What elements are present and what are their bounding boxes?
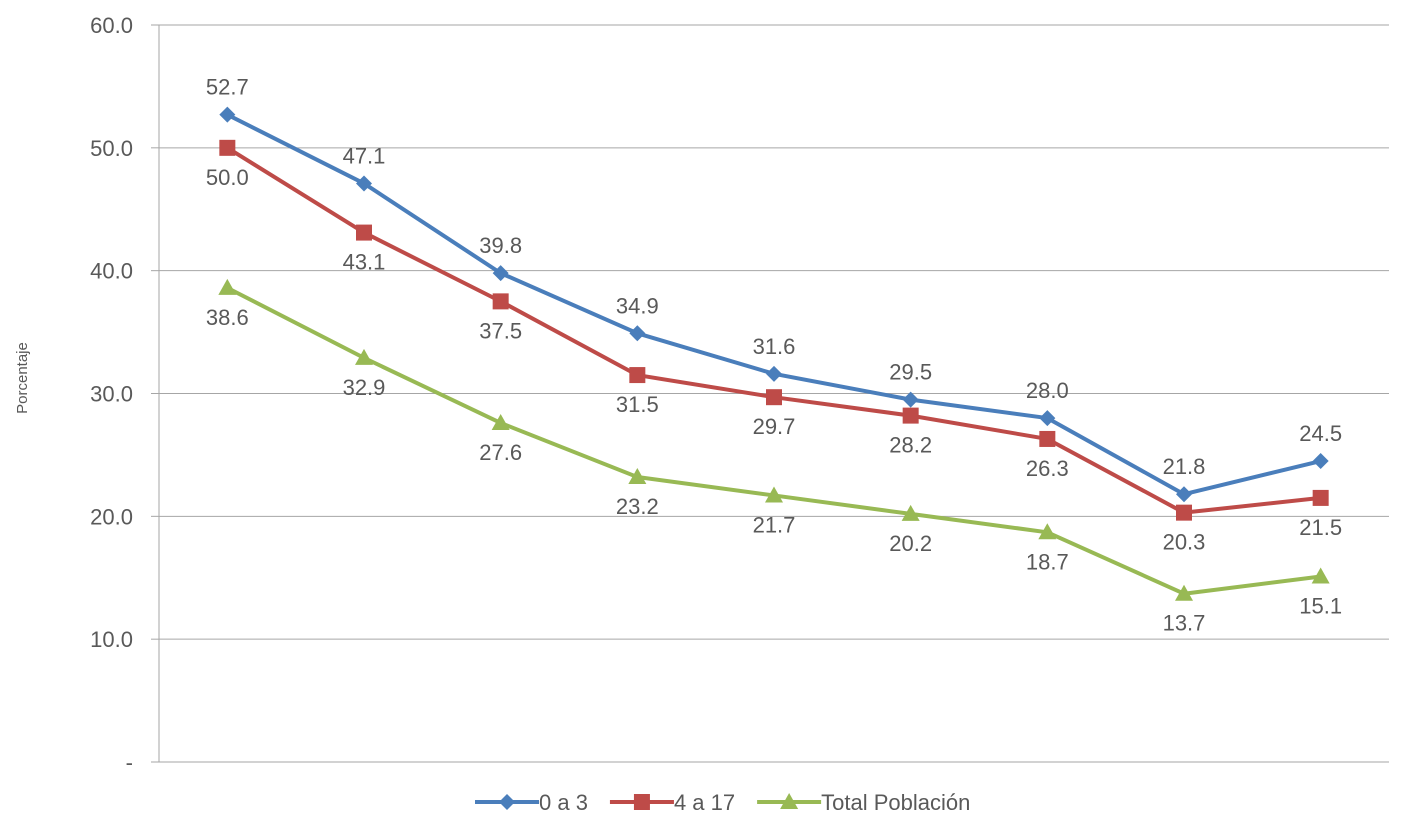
series-2 [219, 139, 1329, 521]
data-label: 47.1 [343, 143, 386, 168]
series-group [218, 106, 1330, 601]
legend-label: Total Población [821, 790, 970, 815]
y-axis-label: Porcentaje [14, 342, 31, 414]
data-point [492, 265, 509, 282]
legend-marker [499, 794, 515, 810]
y-tick-label: 60.0 [90, 13, 133, 38]
data-point [1176, 504, 1192, 521]
data-point [219, 139, 236, 156]
data-label: 24.5 [1299, 421, 1342, 446]
data-label: 28.0 [1026, 378, 1069, 403]
data-point [1312, 489, 1329, 506]
data-point [766, 389, 782, 406]
data-point [628, 468, 647, 485]
data-label: 13.7 [1163, 611, 1206, 636]
data-label: 31.6 [753, 334, 796, 359]
data-label: 20.3 [1163, 530, 1206, 555]
legend-item: 4 a 17 [609, 790, 735, 815]
data-point [901, 504, 920, 521]
data-point [629, 367, 646, 384]
data-labels: 52.7 47.1 39.8 34.9 31.6 29.5 28.0 21.8 24.5 50.0… [206, 75, 1342, 636]
legend-item: 0 a 3 [475, 790, 588, 815]
data-label: 21.5 [1299, 515, 1342, 540]
y-tick-label: 20.0 [90, 504, 133, 529]
series-1 [219, 106, 1329, 503]
y-tick-labels: - 10.0 20.0 30.0 40.0 50.0 60.0 [90, 13, 133, 775]
series-3 [218, 278, 1330, 601]
data-point [356, 224, 372, 241]
data-point [355, 348, 373, 365]
data-label: 43.1 [343, 250, 386, 275]
data-label: 26.3 [1026, 456, 1069, 481]
data-label: 20.2 [889, 531, 932, 556]
data-point [1038, 523, 1057, 540]
data-label: 23.2 [616, 494, 659, 519]
data-point [766, 365, 782, 382]
data-point [1039, 430, 1056, 447]
data-label: 21.7 [753, 512, 796, 537]
data-point [902, 407, 919, 424]
data-point [492, 293, 509, 310]
data-point [629, 325, 646, 342]
data-label: 21.8 [1163, 454, 1206, 479]
data-point [1175, 584, 1193, 601]
legend-marker [780, 793, 799, 809]
legend-marker [633, 794, 650, 810]
legend-label: 4 a 17 [674, 790, 735, 815]
axes [151, 24, 1389, 763]
data-point [219, 106, 236, 123]
y-tick-label: 10.0 [90, 627, 133, 652]
data-point [1039, 410, 1056, 427]
data-label: 52.7 [206, 75, 249, 100]
data-label: 31.5 [616, 392, 659, 417]
data-label: 28.2 [889, 433, 932, 458]
legend-item: Total Población [757, 790, 970, 815]
y-tick-label: - [126, 750, 133, 775]
data-label: 37.5 [479, 318, 522, 343]
data-point [356, 175, 372, 192]
data-label: 50.0 [206, 165, 249, 190]
data-label: 32.9 [343, 375, 386, 400]
data-point [902, 391, 919, 408]
data-point [1311, 567, 1330, 584]
legend-label: 0 a 3 [539, 790, 588, 815]
data-label: 34.9 [616, 293, 659, 318]
data-label: 18.7 [1026, 549, 1069, 574]
data-point [1312, 453, 1329, 470]
data-label: 38.6 [206, 305, 249, 330]
y-tick-label: 40.0 [90, 259, 133, 284]
data-point [765, 486, 783, 503]
data-label: 15.1 [1299, 594, 1342, 619]
data-point [491, 413, 510, 430]
y-tick-label: 50.0 [90, 136, 133, 161]
data-label: 27.6 [479, 440, 522, 465]
data-point [1176, 486, 1192, 503]
y-tick-label: 30.0 [90, 382, 133, 407]
data-label: 29.7 [753, 414, 796, 439]
data-label: 29.5 [889, 360, 932, 385]
data-point [218, 278, 237, 295]
legend: 0 a 3 4 a 17 Total Población [475, 790, 970, 815]
data-label: 39.8 [479, 233, 522, 258]
